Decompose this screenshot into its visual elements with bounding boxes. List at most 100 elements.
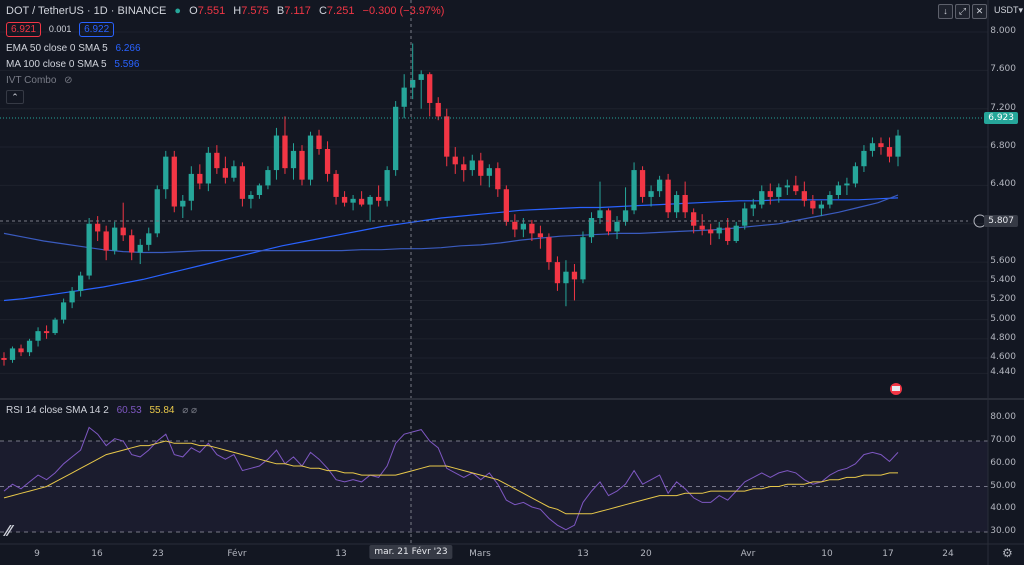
candle: [759, 185, 765, 209]
rsi-tick-label: 50.00: [990, 480, 1016, 491]
price-tick-label: 7.600: [990, 64, 1016, 75]
candle-body: [444, 116, 450, 157]
candle: [537, 225, 544, 249]
candle-body: [307, 135, 314, 180]
open-label: O: [189, 5, 198, 17]
candle: [503, 185, 509, 226]
candle: [486, 164, 492, 188]
eye-hidden-icon[interactable]: ⊘: [64, 75, 73, 86]
rsi-label: RSI 14 close SMA 14 2: [6, 405, 109, 416]
rsi-tick-label: 70.00: [990, 435, 1016, 445]
ivt-label: IVT Combo: [6, 75, 57, 86]
candle-body: [146, 233, 152, 245]
rsi-sma-line: [3, 440, 898, 515]
candle: [188, 166, 194, 211]
candle: [597, 181, 603, 224]
candle-body: [350, 198, 356, 203]
currency-selector[interactable]: USDT▾: [994, 5, 1023, 16]
rsi-tick-label: 60.00: [990, 457, 1016, 468]
date-tick-label: 17: [882, 549, 894, 559]
candle-body: [563, 271, 569, 284]
rsi-legend[interactable]: RSI 14 close SMA 14 2 60.53 55.84 ⌀ ⌀: [6, 405, 202, 416]
candle: [341, 191, 348, 207]
candle-body: [197, 173, 203, 184]
ema-label: EMA 50 close 0 SMA 5: [6, 43, 108, 54]
candle: [26, 338, 33, 357]
candle-body: [120, 227, 126, 236]
candle-body: [375, 196, 382, 201]
rsi-value: 60.53: [116, 405, 142, 416]
candle-body: [895, 135, 901, 157]
candle-body: [427, 74, 433, 103]
candle-body: [588, 218, 595, 238]
price-tick-label: 4.440: [990, 367, 1016, 378]
candle-body: [171, 156, 177, 207]
candle: [171, 150, 177, 213]
candle-body: [418, 74, 424, 80]
candle: [444, 108, 450, 167]
ma-legend[interactable]: MA 100 close 0 SMA 5 5.596: [6, 59, 144, 70]
collapse-legend-button[interactable]: ⌃: [6, 90, 24, 104]
candle-body: [546, 237, 552, 263]
symbol-title[interactable]: DOT / TetherUS · 1D · BINANCE: [6, 5, 167, 17]
candle: [290, 143, 297, 180]
candle-body: [137, 244, 143, 253]
candle: [622, 187, 629, 226]
chevron-down-icon: ▾: [1018, 5, 1024, 15]
candle: [588, 212, 595, 243]
event-flag-inner-icon: [892, 386, 900, 391]
candle-body: [1, 358, 7, 360]
bid-ask: 6.921 0.001 6.922: [6, 22, 119, 37]
candle: [869, 137, 876, 157]
candle-body: [580, 237, 586, 280]
candle-body: [886, 147, 893, 157]
candle-body: [367, 196, 373, 205]
candle-body: [682, 195, 688, 213]
ivt-legend[interactable]: IVT Combo ⊘: [6, 75, 78, 86]
price-tick-label: 5.600: [990, 256, 1016, 267]
buy-button[interactable]: 6.922: [79, 22, 115, 37]
close-icon[interactable]: ✕: [972, 4, 987, 19]
sell-button[interactable]: 6.921: [6, 22, 42, 37]
candle-body: [290, 150, 297, 169]
candle: [120, 202, 126, 242]
candle: [656, 175, 663, 197]
settings-icon[interactable]: ⚙: [1002, 546, 1013, 560]
candle-body: [733, 225, 739, 242]
candle: [767, 183, 773, 205]
candle: [818, 200, 825, 217]
candle-body: [725, 227, 731, 242]
candle: [129, 229, 135, 261]
candle-body: [265, 170, 271, 186]
candle: [231, 160, 237, 182]
expand-icon[interactable]: ⤢: [955, 4, 970, 19]
candle: [43, 325, 50, 339]
candle: [750, 198, 756, 217]
download-icon[interactable]: ↓: [938, 4, 953, 19]
low-value: 7.117: [284, 5, 311, 17]
candle-body: [112, 227, 118, 251]
market-status-icon: ●: [174, 5, 182, 17]
candle: [1, 352, 7, 366]
candle-body: [767, 191, 773, 197]
candle-body: [878, 143, 884, 148]
candle-body: [77, 275, 84, 291]
candle: [861, 145, 867, 172]
candle: [180, 195, 186, 219]
candle: [639, 166, 646, 203]
ema-legend[interactable]: EMA 50 close 0 SMA 5 6.266: [6, 43, 146, 54]
candle: [478, 152, 484, 186]
candle-body: [691, 212, 697, 226]
candle: [699, 214, 705, 236]
candle-body: [95, 223, 101, 232]
price-tick-label: 4.800: [990, 332, 1016, 343]
rsi-extra-symbols: ⌀ ⌀: [182, 405, 198, 416]
candle: [222, 156, 229, 184]
candle-body: [60, 302, 67, 320]
candle: [282, 116, 288, 174]
candle: [316, 129, 322, 155]
candle: [205, 147, 211, 192]
change-value: −0.300 (−3.97%): [362, 5, 445, 17]
candlesticks: [1, 43, 901, 366]
